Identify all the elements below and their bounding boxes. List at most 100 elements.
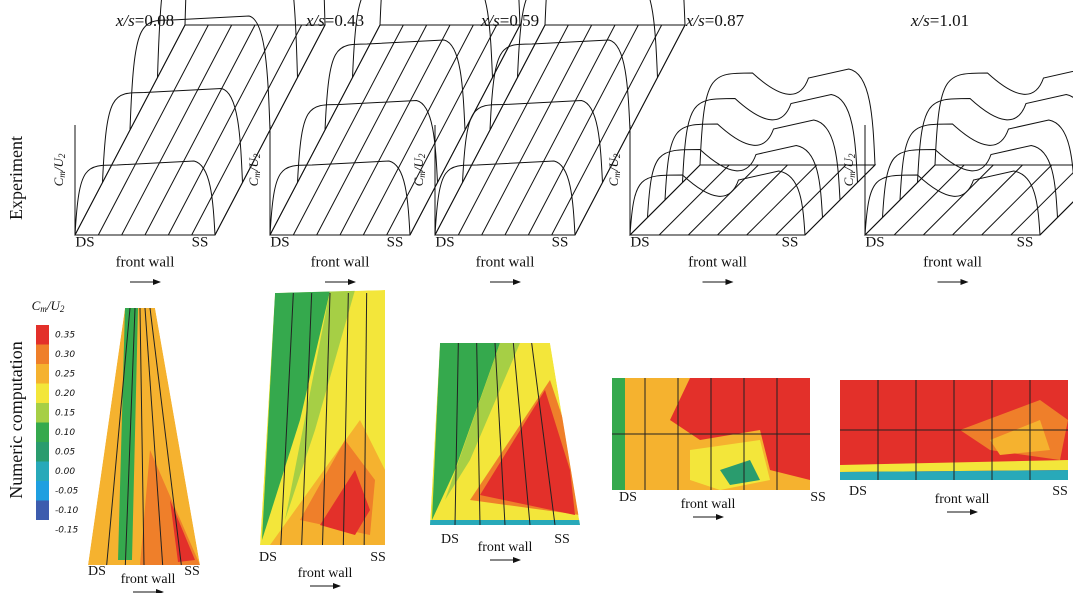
panel-label: DS	[259, 550, 277, 565]
row-label: Experiment	[6, 136, 26, 220]
colorbar-cell	[36, 423, 49, 443]
colorbar-label: 0.00	[55, 467, 75, 477]
colorbar-label: -0.15	[55, 525, 79, 535]
profile	[935, 69, 1073, 165]
profile	[103, 89, 243, 183]
title-value: =0.87	[705, 11, 745, 30]
panel-label: front wall	[116, 254, 175, 270]
grid	[387, 25, 497, 235]
title-var: x/s	[910, 11, 930, 30]
panel-label: SS	[554, 532, 570, 547]
panel-label: DS	[441, 532, 459, 547]
grid	[293, 25, 403, 235]
subscript: 2	[60, 304, 65, 314]
colorbar-cell	[36, 384, 49, 404]
subscript: 2	[847, 153, 857, 158]
subscript: 2	[252, 153, 262, 158]
panel-label: DS	[865, 234, 884, 250]
grid	[923, 165, 993, 235]
profile	[353, 0, 493, 78]
profile	[158, 0, 298, 78]
title-value: =1.01	[930, 11, 969, 30]
panel-label: SS	[387, 234, 404, 250]
experiment-plot	[865, 69, 1073, 235]
panel-label: front wall	[923, 254, 982, 270]
panel-label: SS	[782, 234, 799, 250]
colorbar-cell	[36, 481, 49, 501]
title-var: x/s	[685, 11, 705, 30]
panel-label: front wall	[935, 492, 990, 507]
panel-label: DS	[75, 234, 94, 250]
profile	[648, 146, 823, 218]
colorbar-cell	[36, 442, 49, 462]
colorbar-label: 0.35	[55, 330, 75, 340]
colorbar-label: 0.10	[55, 428, 75, 438]
panel-label: front wall	[681, 497, 736, 512]
axis-label: Cm/U2	[411, 153, 427, 186]
symbol: C	[32, 298, 41, 313]
panel-label: SS	[370, 550, 386, 565]
panel-label: front wall	[311, 254, 370, 270]
grid	[122, 25, 232, 235]
profile	[75, 161, 215, 235]
panel-label: front wall	[298, 566, 353, 581]
colorbar-label: 0.05	[55, 447, 75, 457]
profile	[900, 120, 1073, 200]
axis-label: Cm/U2	[32, 298, 65, 314]
panel-label: DS	[849, 484, 867, 499]
subscript: 2	[612, 153, 622, 158]
column-title: x/s=1.01	[910, 11, 969, 30]
panel-label: front wall	[476, 254, 535, 270]
title-var: x/s	[305, 11, 325, 30]
grid	[168, 25, 278, 235]
colorbar-cell	[36, 501, 49, 521]
symbol: C	[246, 177, 261, 186]
subscript: 2	[417, 153, 427, 158]
profile	[130, 16, 270, 130]
profile	[883, 146, 1058, 218]
profile	[270, 161, 410, 235]
row-label: Numeric computation	[6, 341, 26, 498]
axis-label: Cm/U2	[246, 153, 262, 186]
title-var: x/s	[480, 11, 500, 30]
profile	[545, 0, 685, 25]
profile	[918, 95, 1073, 183]
colorbar-cell	[36, 403, 49, 423]
panel-label: SS	[810, 490, 826, 505]
panel-label: SS	[192, 234, 209, 250]
grid	[317, 25, 427, 235]
panel-label: DS	[435, 234, 454, 250]
symbol: C	[606, 177, 621, 186]
colorbar-label: 0.25	[55, 369, 75, 379]
colorbar-label: 0.30	[55, 350, 75, 360]
colorbar-cell	[36, 364, 49, 384]
experiment-plot	[435, 0, 685, 235]
column-title: x/s=0.87	[685, 11, 745, 30]
experiment-plot	[270, 0, 520, 235]
experiment-plot	[630, 69, 875, 235]
axis-label: Cm/U2	[51, 153, 67, 186]
profile	[683, 95, 858, 183]
grid	[718, 165, 788, 235]
profile	[185, 0, 325, 25]
panel-label: SS	[1052, 484, 1068, 499]
colorbar-label: 0.15	[55, 408, 75, 418]
grid	[482, 25, 592, 235]
symbol: C	[411, 177, 426, 186]
colorbar-cell	[36, 325, 49, 345]
subscript: 2	[57, 153, 67, 158]
colorbar-label: -0.05	[55, 486, 79, 496]
colorbar-cell	[36, 462, 49, 482]
grid	[458, 25, 568, 235]
panel-label: DS	[88, 564, 106, 579]
title-var: x/s	[115, 11, 135, 30]
panel-label: SS	[552, 234, 569, 250]
symbol: C	[841, 177, 856, 186]
axis-label: Cm/U2	[606, 153, 622, 186]
grid	[98, 25, 208, 235]
panel-label: front wall	[478, 540, 533, 555]
symbol: C	[51, 177, 66, 186]
experiment-plot	[75, 0, 325, 235]
grid	[552, 25, 662, 235]
